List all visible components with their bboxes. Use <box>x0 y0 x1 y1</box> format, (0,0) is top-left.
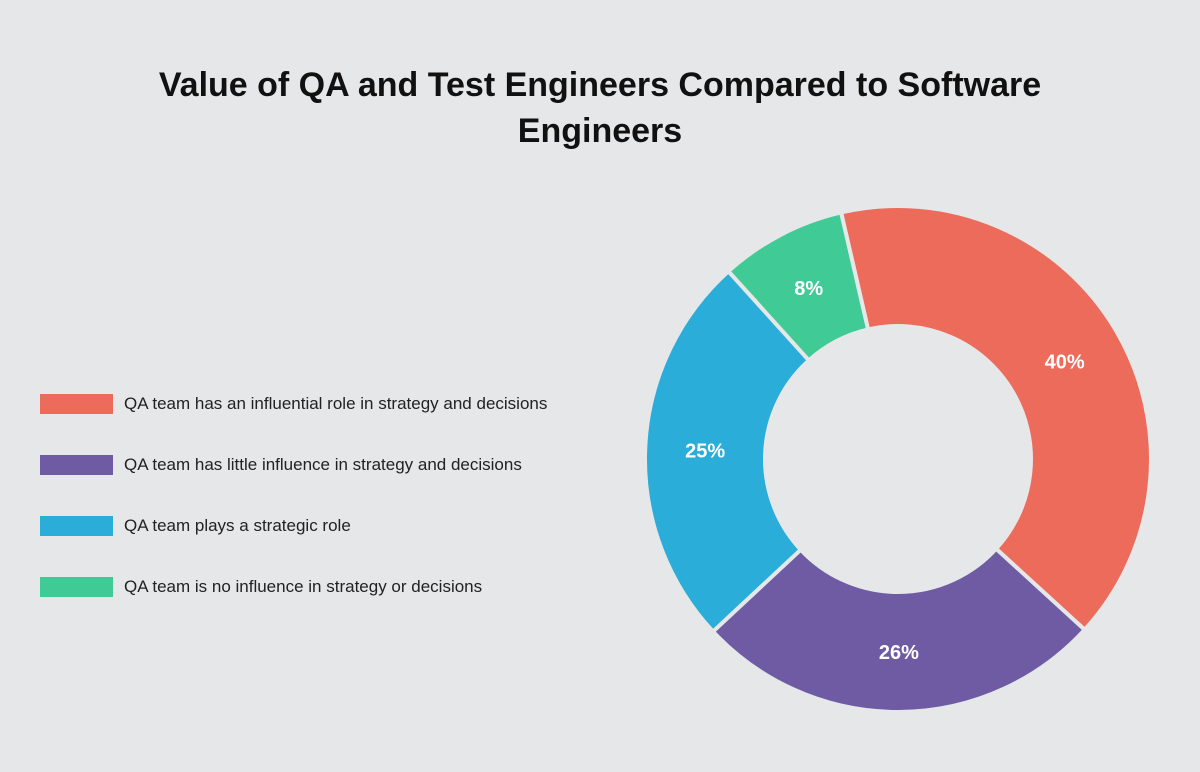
chart-title: Value of QA and Test Engineers Compared … <box>158 66 1042 150</box>
slice-data-label: 26% <box>879 642 919 664</box>
legend-item: QA team plays a strategic role <box>40 495 547 556</box>
slice-data-label: 25% <box>685 441 725 463</box>
legend-swatch <box>40 454 113 475</box>
legend-swatch <box>40 576 113 597</box>
legend-item: QA team has little influence in strategy… <box>40 434 547 495</box>
donut-slice <box>838 204 1153 633</box>
legend-label: QA team has an influential role in strat… <box>124 393 548 413</box>
legend-swatch <box>40 515 113 536</box>
donut-slice <box>725 210 871 364</box>
legend-item: QA team has an influential role in strat… <box>40 373 547 434</box>
slice-data-label: 8% <box>794 278 823 300</box>
legend-item: QA team is no influence in strategy or d… <box>40 556 547 617</box>
donut-slice <box>710 545 1088 714</box>
donut-slice <box>643 268 812 635</box>
legend-swatch <box>40 393 113 414</box>
legend: QA team has an influential role in strat… <box>40 373 547 617</box>
legend-label: QA team is no influence in strategy or d… <box>124 576 483 596</box>
legend-label: QA team has little influence in strategy… <box>124 454 522 474</box>
legend-label: QA team plays a strategic role <box>124 515 351 535</box>
slice-data-label: 40% <box>1045 352 1085 374</box>
